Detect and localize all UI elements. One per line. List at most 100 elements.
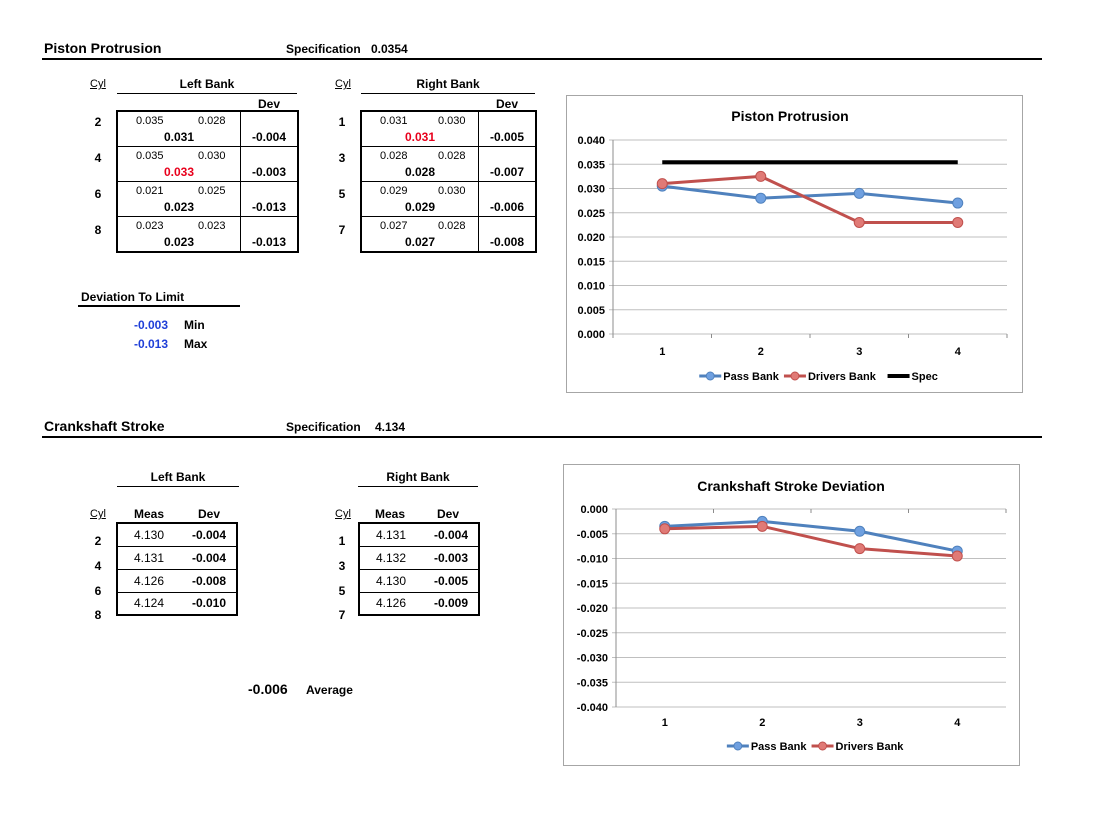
- measurement-average: 0.023: [163, 200, 195, 214]
- piston-chart-svg: Piston Protrusion 0.000 0.005 0.010 0.015 0.0…: [577, 108, 1008, 383]
- piston-right-cyl-number: 7: [338, 223, 346, 237]
- data-point: [952, 197, 964, 209]
- piston-right-cyl-number: 5: [338, 187, 346, 201]
- piston-section-title: Piston Protrusion: [44, 40, 162, 56]
- measurement-average: 0.031: [163, 130, 195, 144]
- crankshaft-deviation-chart: Crankshaft Stroke Deviation 0.000 -0.005 -0…: [563, 464, 1020, 766]
- y-tick-label: 0.020: [577, 232, 605, 244]
- y-tick-label: -0.030: [577, 653, 608, 665]
- deviation-cell: -0.013: [240, 181, 299, 217]
- table-row: 0.021 0.025 0.023 -0.013: [116, 181, 299, 217]
- piston-left-bank-underline: [117, 93, 297, 94]
- piston-right-cyl-header: Cyl: [335, 78, 351, 90]
- piston-left-cyl-number: 2: [94, 115, 102, 129]
- chart-title: Crankshaft Stroke Deviation: [697, 478, 885, 494]
- meas-cell: 4.131: [358, 522, 417, 547]
- meas-cell: 4.130: [358, 568, 417, 593]
- legend-label: Drivers Bank: [808, 371, 877, 383]
- y-tick-label: -0.015: [577, 578, 608, 590]
- table-row: 0.023 0.023 0.023 -0.013: [116, 216, 299, 253]
- measurement-2: 0.030: [438, 115, 466, 127]
- y-tick-label: 0.000: [580, 504, 608, 516]
- meas-cell: 4.126: [358, 591, 417, 616]
- average-value: -0.006: [248, 681, 288, 697]
- deviation-min-label: Min: [184, 318, 205, 332]
- dev-cell: -0.009: [417, 591, 480, 616]
- y-tick-label: 0.005: [577, 305, 605, 317]
- measurement-2: 0.028: [438, 220, 466, 232]
- crank-left-meas-header: Meas: [134, 507, 165, 521]
- y-tick-label: -0.010: [577, 554, 608, 566]
- measurement-1: 0.031: [380, 115, 408, 127]
- crank-right-meas-header: Meas: [375, 507, 406, 521]
- y-tick-label: 0.040: [577, 135, 605, 147]
- deviation-cell: -0.003: [240, 146, 299, 182]
- table-row: 4.126 -0.008: [116, 568, 238, 593]
- dev-cell: -0.008: [175, 568, 238, 593]
- deviation-cell: -0.004: [240, 110, 299, 147]
- measurement-1: 0.029: [380, 185, 408, 197]
- meas-cell: 4.132: [358, 545, 417, 570]
- table-row: 0.031 0.030 0.031 -0.005: [360, 110, 537, 147]
- measurement-2: 0.030: [198, 150, 226, 162]
- meas-cell: 4.124: [116, 591, 175, 616]
- series-line-pass-bank: [664, 519, 958, 553]
- legend-marker: [818, 741, 828, 751]
- deviation-cell: -0.008: [478, 216, 537, 253]
- legend-marker: [705, 371, 715, 381]
- table-row: 4.132 -0.003: [358, 545, 480, 570]
- measurement-2: 0.028: [198, 115, 226, 127]
- measurement-cell: 0.029 0.030 0.029: [360, 181, 479, 217]
- table-row: 0.035 0.030 0.033 -0.003: [116, 146, 299, 182]
- x-tick-label: 2: [759, 717, 765, 729]
- y-tick-label: 0.025: [577, 208, 605, 220]
- crank-spec-value: 4.134: [375, 420, 406, 434]
- piston-spec-label: Specification: [286, 42, 361, 56]
- crank-left-cyl-number: 2: [94, 534, 102, 548]
- deviation-min-value: -0.003: [133, 318, 168, 332]
- table-row: 0.029 0.030 0.029 -0.006: [360, 181, 537, 217]
- piston-right-dev-header: Dev: [495, 97, 518, 111]
- table-row: 4.124 -0.010: [116, 591, 238, 616]
- deviation-cell: -0.005: [478, 110, 537, 147]
- crank-left-cyl-number: 4: [94, 559, 102, 573]
- measurement-average-highlighted: 0.031: [404, 130, 436, 144]
- x-tick-label: 3: [857, 717, 863, 729]
- table-row: 4.130 -0.005: [358, 568, 480, 593]
- legend-label: Drivers Bank: [836, 741, 905, 753]
- y-tick-label: -0.035: [577, 677, 608, 689]
- crank-left-bank-label: Left Bank: [150, 470, 206, 484]
- crank-section-divider: [42, 436, 1042, 438]
- measurement-2: 0.030: [438, 185, 466, 197]
- data-point: [755, 192, 767, 204]
- series-line-drivers-bank: [664, 524, 958, 558]
- measurement-cell: 0.027 0.028 0.027: [360, 216, 479, 253]
- dev-cell: -0.004: [417, 522, 480, 547]
- crank-right-dev-header: Dev: [437, 507, 460, 521]
- piston-left-dev-header: Dev: [257, 97, 280, 111]
- piston-right-bank-label: Right Bank: [416, 77, 480, 91]
- crank-left-cyl-header: Cyl: [90, 508, 106, 520]
- average-label: Average: [306, 683, 353, 697]
- measurement-2: 0.028: [438, 150, 466, 162]
- piston-right-bank-table: 0.031 0.030 0.031 -0.005 0.028 0.028 0.0…: [360, 110, 537, 253]
- crank-right-cyl-number: 7: [338, 608, 346, 622]
- piston-left-cyl-number: 8: [94, 223, 102, 237]
- y-tick-label: -0.025: [577, 628, 608, 640]
- crank-left-dev-header: Dev: [198, 507, 221, 521]
- crank-left-cyl-number: 8: [94, 608, 102, 622]
- y-tick-label: 0.015: [577, 256, 605, 268]
- deviation-cell: -0.013: [240, 216, 299, 253]
- y-tick-label: -0.040: [577, 702, 608, 714]
- measurement-average: 0.029: [404, 200, 436, 214]
- piston-right-bank-underline: [361, 93, 535, 94]
- crank-right-cyl-number: 5: [338, 584, 346, 598]
- y-tick-label: 0.000: [577, 329, 605, 341]
- piston-left-cyl-header: Cyl: [90, 78, 106, 90]
- data-point: [854, 543, 866, 555]
- crank-right-cyl-header: Cyl: [335, 508, 351, 520]
- data-point: [952, 216, 964, 228]
- dev-cell: -0.010: [175, 591, 238, 616]
- dev-cell: -0.003: [417, 545, 480, 570]
- legend-label: Pass Bank: [751, 741, 808, 753]
